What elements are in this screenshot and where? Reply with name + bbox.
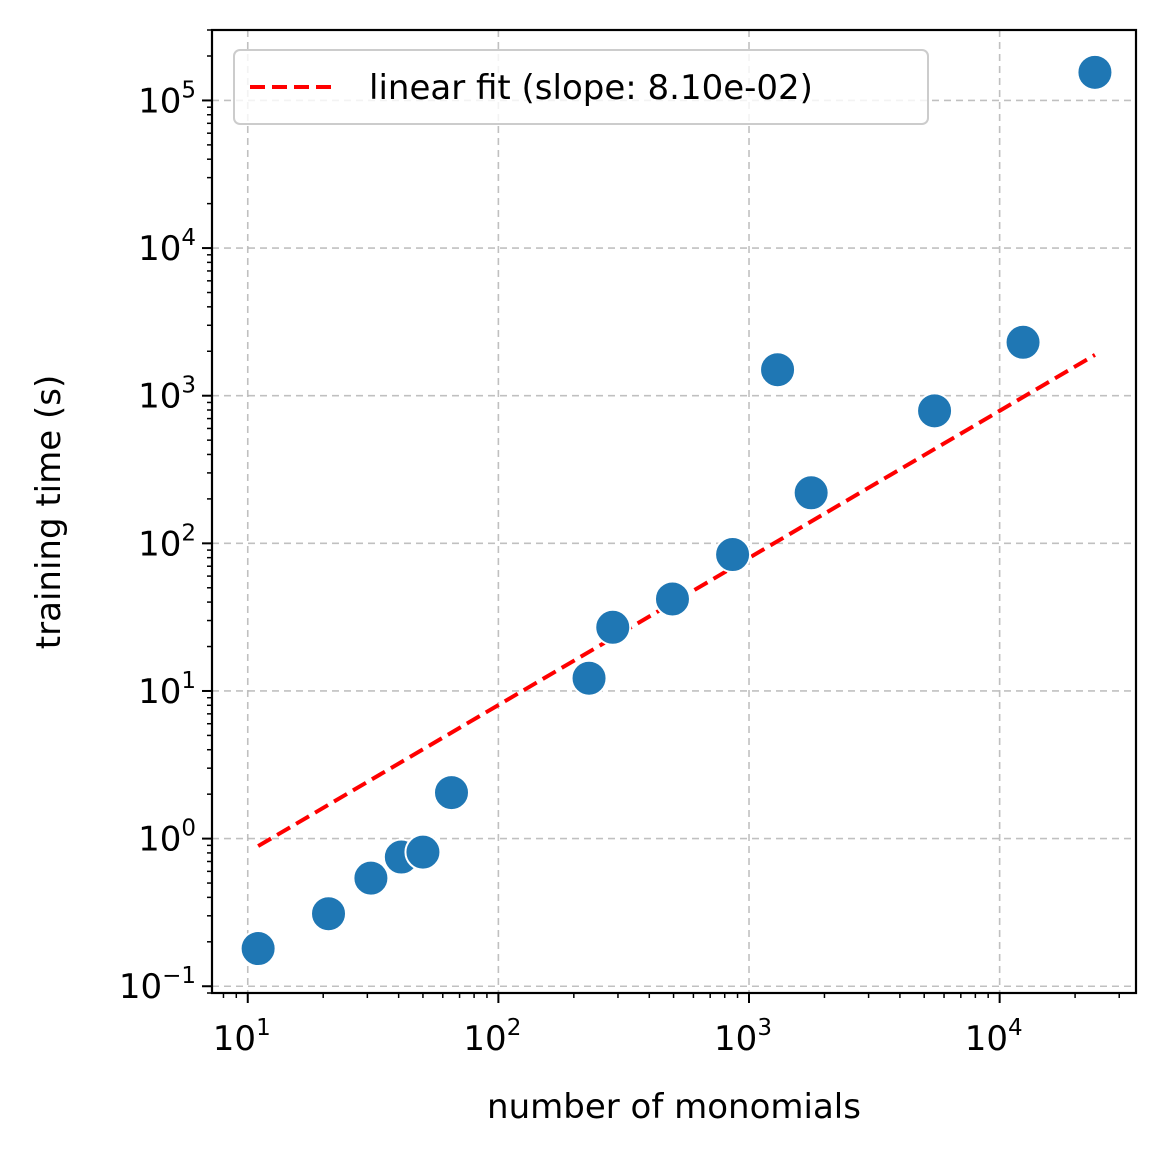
y-tick-exponent: 0 bbox=[181, 816, 196, 842]
data-point bbox=[653, 580, 691, 618]
x-tick-exponent: 3 bbox=[757, 1015, 772, 1041]
legend-label: linear fit (slope: 8.10e-02) bbox=[369, 68, 813, 108]
data-point bbox=[792, 474, 830, 512]
y-tick-base: 10 bbox=[138, 820, 181, 860]
x-tick-exponent: 4 bbox=[1008, 1015, 1023, 1041]
y-tick-label: 102 bbox=[138, 520, 196, 564]
data-point bbox=[1076, 53, 1114, 91]
x-tick-label: 103 bbox=[714, 1015, 772, 1059]
y-tick-exponent: 4 bbox=[181, 225, 196, 251]
y-tick-exponent: 3 bbox=[181, 373, 196, 399]
y-axis-label: training time (s) bbox=[29, 375, 69, 649]
x-tick-label: 102 bbox=[463, 1015, 521, 1059]
x-tick-base: 10 bbox=[463, 1019, 506, 1059]
x-tick-label: 101 bbox=[213, 1015, 271, 1059]
data-point bbox=[239, 930, 277, 968]
x-axis-label: number of monomials bbox=[487, 1087, 861, 1127]
x-tick-label: 104 bbox=[965, 1015, 1023, 1059]
y-tick-label: 103 bbox=[138, 373, 196, 417]
y-tick-base: 10 bbox=[119, 967, 162, 1007]
data-point bbox=[1004, 323, 1042, 361]
legend-box bbox=[233, 49, 929, 125]
data-point bbox=[759, 351, 797, 389]
y-tick-base: 10 bbox=[138, 81, 181, 121]
y-tick-exponent: 5 bbox=[181, 77, 196, 103]
x-axis-ticks: 101 102 103 104 bbox=[213, 993, 1120, 1059]
x-tick-base: 10 bbox=[714, 1019, 757, 1059]
y-tick-label: 105 bbox=[138, 77, 196, 121]
data-point bbox=[714, 536, 752, 574]
data-point bbox=[570, 659, 608, 697]
data-point bbox=[310, 895, 348, 933]
x-tick-exponent: 2 bbox=[507, 1015, 522, 1041]
x-tick-base: 10 bbox=[965, 1019, 1008, 1059]
y-tick-base: 10 bbox=[138, 524, 181, 564]
data-point bbox=[916, 392, 954, 430]
y-tick-base: 10 bbox=[138, 229, 181, 269]
y-tick-label: 10−1 bbox=[119, 963, 196, 1007]
legend: linear fit (slope: 8.10e-02) bbox=[233, 49, 929, 125]
data-point bbox=[432, 774, 470, 812]
data-point bbox=[594, 608, 632, 646]
y-tick-exponent: 2 bbox=[181, 520, 196, 546]
data-point bbox=[352, 859, 390, 897]
data-point bbox=[404, 833, 442, 871]
data-points bbox=[239, 53, 1114, 968]
x-tick-base: 10 bbox=[213, 1019, 256, 1059]
y-tick-label: 101 bbox=[138, 668, 196, 712]
y-tick-label: 100 bbox=[138, 816, 196, 860]
y-tick-base: 10 bbox=[138, 672, 181, 712]
y-tick-base: 10 bbox=[138, 377, 181, 417]
y-tick-exponent: 1 bbox=[181, 668, 196, 694]
y-tick-label: 104 bbox=[138, 225, 196, 269]
x-tick-exponent: 1 bbox=[256, 1015, 271, 1041]
y-tick-exponent: −1 bbox=[162, 963, 196, 989]
